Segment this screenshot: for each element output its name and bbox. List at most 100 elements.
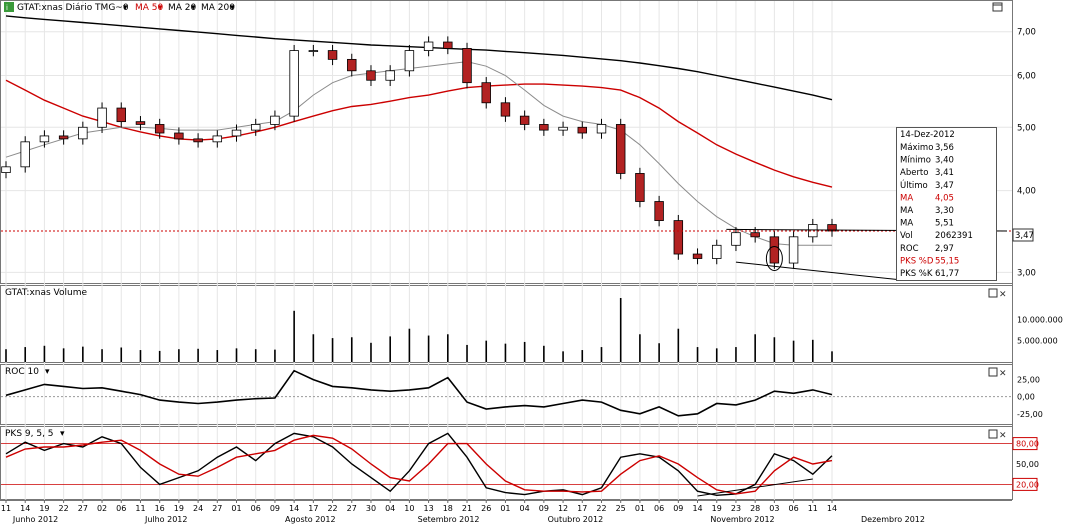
- day-label: 27: [212, 504, 222, 513]
- candle-body: [366, 70, 376, 81]
- volume-bar: [658, 343, 660, 362]
- volume-bar: [178, 349, 180, 362]
- candle-body: [250, 124, 261, 131]
- price-label: 4,00: [1017, 187, 1036, 197]
- ma20-label[interactable]: MA 20: [168, 3, 197, 13]
- volume-bar: [274, 349, 276, 362]
- pks-series: [5, 434, 833, 495]
- info-label: Vol: [900, 231, 913, 241]
- candle-body: [154, 124, 165, 134]
- volume-title[interactable]: GTAT:xnas Volume: [5, 288, 87, 298]
- candle-body: [769, 236, 780, 264]
- candle-body: [615, 124, 626, 174]
- ma50-label[interactable]: MA 50: [135, 3, 164, 13]
- day-label: 01: [500, 504, 510, 513]
- candle-body: [635, 173, 645, 202]
- volume-bar: [811, 339, 814, 362]
- day-label: 04: [385, 504, 395, 513]
- ma200-label[interactable]: MA 200: [201, 3, 235, 13]
- circle-annotation: [765, 246, 783, 272]
- moving-averages: [5, 15, 833, 246]
- candle-body: [308, 50, 319, 52]
- svg-text:▾: ▾: [230, 3, 235, 13]
- volume-bar: [235, 348, 238, 362]
- volume-close-icon[interactable]: ✕: [999, 290, 1007, 300]
- ma-line: [5, 61, 832, 246]
- volume-bar: [293, 310, 295, 362]
- volume-bar: [120, 347, 123, 362]
- candle-body: [327, 50, 338, 60]
- volume-bar: [639, 334, 641, 362]
- candle-body: [231, 129, 242, 137]
- pks-restore-icon[interactable]: [988, 429, 998, 439]
- roc-close-icon[interactable]: ✕: [999, 369, 1007, 379]
- candle-body: [116, 107, 126, 123]
- day-label: 27: [347, 504, 357, 513]
- day-label: 14: [827, 504, 837, 513]
- day-label: 22: [327, 504, 337, 513]
- volume-bar: [197, 348, 199, 362]
- volume-bar: [216, 350, 219, 362]
- ma-line: [5, 79, 833, 188]
- roc-panel-frame: [0, 364, 1013, 425]
- volume-bar: [62, 348, 65, 362]
- volume-bar: [562, 351, 564, 362]
- day-label: 01: [635, 504, 645, 513]
- last-price-tag: [1012, 228, 1034, 242]
- day-label: 11: [1, 504, 11, 513]
- roc-series: [5, 369, 833, 417]
- volume-bar: [543, 345, 545, 362]
- volume-bar: [447, 334, 449, 362]
- day-label: 19: [39, 504, 49, 513]
- roc-restore-icon[interactable]: [988, 367, 998, 377]
- candle-body: [462, 48, 472, 84]
- svg-text:▾: ▾: [191, 3, 196, 13]
- restore-icon[interactable]: [992, 2, 1003, 12]
- volume-bar: [523, 341, 526, 362]
- volume-restore-icon[interactable]: [988, 288, 998, 298]
- candle-body: [135, 121, 146, 125]
- info-date: 14-Dez-2012: [900, 130, 955, 140]
- day-label: 11: [808, 504, 818, 513]
- month-label: Julho 2012: [144, 515, 188, 524]
- candle-body: [193, 138, 203, 143]
- volume-bar: [427, 335, 430, 362]
- pks-close-icon[interactable]: ✕: [999, 431, 1007, 441]
- info-value: 2,97: [935, 244, 954, 254]
- info-value: 4,05: [935, 193, 954, 203]
- volume-bar: [715, 348, 718, 362]
- candle-body: [827, 224, 837, 232]
- day-label: 28: [750, 504, 760, 513]
- chart-type-icon[interactable]: [4, 2, 14, 12]
- price-label: 6,00: [1017, 71, 1036, 81]
- volume-bar: [82, 346, 84, 362]
- info-label: MA: [900, 219, 913, 229]
- candle-body: [577, 126, 588, 134]
- info-label: MA: [900, 193, 913, 203]
- price-label: 7,00: [1017, 28, 1036, 38]
- pks-series: [5, 432, 833, 497]
- candle-body: [481, 82, 491, 104]
- day-label: 30: [366, 504, 376, 513]
- day-label: 04: [520, 504, 530, 513]
- day-label: 13: [424, 504, 434, 513]
- pks-tick-box: [1012, 477, 1038, 491]
- pks-title[interactable]: PKS 9, 5, 5: [5, 429, 54, 439]
- candle-body: [404, 50, 415, 72]
- info-box: 14-Dez-2012 Máximo 3,56 Mínimo 3,40 Aberto 3,…: [896, 127, 997, 281]
- candle-body: [673, 220, 684, 255]
- pks-tick-box: [1012, 437, 1038, 451]
- svg-text:▾: ▾: [60, 429, 65, 439]
- volume-bar: [389, 336, 391, 362]
- roc-title[interactable]: ROC 10: [5, 367, 39, 377]
- roc-tick: 0,00: [1017, 393, 1035, 402]
- volume-bar: [24, 347, 27, 362]
- day-label: 14: [20, 504, 30, 513]
- day-label: 14: [692, 504, 702, 513]
- candles: [1, 36, 1012, 281]
- day-label: 21: [462, 504, 472, 513]
- main-title[interactable]: GTAT:xnas Diário TMG~0: [17, 3, 129, 13]
- info-value: 2062391: [935, 231, 973, 241]
- month-label: Outubro 2012: [548, 515, 604, 524]
- info-label: ROC: [900, 244, 919, 254]
